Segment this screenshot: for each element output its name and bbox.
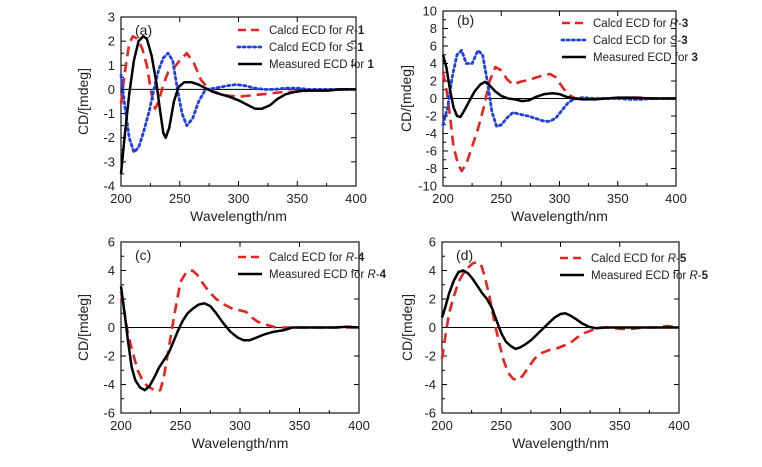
series-line-3 — [119, 35, 356, 175]
y-tick-label: -4 — [103, 179, 115, 194]
legend-entry: Measured ECD for R-5 — [591, 270, 709, 282]
x-tick-label: 250 — [490, 191, 512, 206]
x-tick-label: 200 — [110, 191, 132, 206]
legend: Calcd ECD for R-5 Measured ECD for R-5 — [560, 253, 709, 282]
y-tick-label: 2 — [429, 292, 436, 307]
legend-entry: Calcd ECD for R-5 — [591, 253, 687, 265]
x-tick-label: 250 — [169, 191, 191, 206]
y-tick-label: 0 — [430, 91, 437, 106]
legend-entry: Calcd ECD for S-1 — [269, 42, 364, 54]
panel-c: 200 250 300 350 400 -6 -4 -2 0 2 4 6 (c) Wavelength/n… — [75, 235, 387, 452]
y-tick-label: -2 — [103, 349, 115, 364]
y-tick-label: -6 — [424, 406, 436, 421]
x-tick-label: 300 — [228, 191, 250, 206]
series-line-3 — [441, 54, 676, 119]
x-tick-label: 250 — [170, 418, 192, 433]
y-tick-label: 2 — [108, 34, 115, 49]
y-tick-label: 6 — [430, 39, 437, 54]
y-tick-label: 6 — [108, 235, 115, 250]
series-line-1 — [441, 65, 676, 173]
panel-b: 200 250 300 350 400 -10 -8 -6 -4 -2 0 2 4 6 8 10 (b) Wave… — [398, 4, 698, 225]
y-tick-label: -2 — [425, 109, 437, 124]
y-tick-label: 0 — [108, 82, 115, 97]
y-tick-label: 2 — [430, 74, 437, 89]
legend: Calcd ECD for R-1 Calcd ECD for S-1 Measur… — [236, 25, 374, 71]
panel-label: (c) — [135, 247, 151, 263]
y-tick-label: -4 — [103, 377, 115, 392]
y-tick-label: 4 — [430, 56, 437, 71]
y-tick-label: 0 — [429, 320, 436, 335]
y-tick-label: -1 — [103, 106, 115, 121]
y-tick-label: 6 — [429, 235, 436, 250]
legend-entry: Measured ECD for 1 — [269, 59, 374, 71]
x-tick-label: 350 — [609, 418, 631, 433]
panel-label: (d) — [456, 247, 473, 263]
x-tick-label: 400 — [668, 418, 690, 433]
legend-entry: Calcd ECD for R-3 — [593, 18, 688, 30]
y-tick-label: -8 — [425, 161, 437, 176]
y-tick-label: 0 — [108, 320, 115, 335]
y-tick-label: -4 — [424, 377, 436, 392]
series-line-2 — [119, 51, 358, 154]
panel-label: (a) — [135, 22, 152, 38]
y-tick-label: -10 — [418, 179, 437, 194]
y-tick-label: 10 — [423, 4, 437, 19]
panel-a: 200 250 300 350 400 -4 -3 -2 -1 0 1 2 3 (a) Wavelength… — [75, 10, 374, 225]
y-tick-label: 1 — [108, 58, 115, 73]
x-tick-label: 350 — [286, 191, 308, 206]
y-axis-label: CD/[mdeg] — [399, 294, 415, 361]
panel-d: 200 250 300 350 400 -6 -4 -2 0 2 4 6 (d) Wavelength/n… — [399, 235, 709, 452]
series-line-2 — [119, 286, 360, 392]
x-axis-label: Wavelength/nm — [190, 208, 287, 224]
x-tick-label: 350 — [289, 418, 311, 433]
legend-entry: Measured ECD for 3 — [593, 52, 698, 64]
x-tick-label: 400 — [348, 418, 370, 433]
legend-entry: Calcd ECD for S-3 — [593, 35, 688, 47]
y-axis-label: CD/[mdeg] — [75, 294, 91, 361]
x-tick-label: 250 — [490, 418, 512, 433]
y-tick-label: 3 — [108, 10, 115, 25]
legend: Calcd ECD for R-3 Calcd ECD for S-3 Measur… — [560, 18, 698, 64]
y-tick-label: 2 — [108, 292, 115, 307]
x-tick-label: 200 — [432, 191, 454, 206]
x-axis-label: Wavelength/nm — [511, 208, 608, 224]
y-tick-label: -2 — [103, 130, 115, 145]
x-tick-label: 400 — [345, 191, 367, 206]
series-line-1 — [440, 260, 680, 382]
y-axis-label: CD/[mdeg] — [75, 68, 91, 135]
x-tick-label: 400 — [665, 191, 687, 206]
y-tick-label: 4 — [108, 263, 115, 278]
x-tick-label: 300 — [550, 418, 572, 433]
y-tick-label: -4 — [425, 126, 437, 141]
x-tick-label: 350 — [607, 191, 629, 206]
y-tick-label: 4 — [429, 263, 436, 278]
y-tick-label: -6 — [103, 406, 115, 421]
y-tick-label: -6 — [425, 144, 437, 159]
panel-label: (b) — [457, 12, 474, 28]
x-tick-label: 300 — [549, 191, 571, 206]
y-tick-label: -2 — [424, 349, 436, 364]
y-tick-label: 8 — [430, 21, 437, 36]
x-tick-label: 200 — [110, 418, 132, 433]
y-axis-label: CD/[mdeg] — [398, 65, 414, 132]
legend-entry: Calcd ECD for R-4 — [269, 252, 365, 264]
x-tick-label: 300 — [229, 418, 251, 433]
x-tick-label: 200 — [431, 418, 453, 433]
legend-entry: Calcd ECD for R-1 — [269, 25, 365, 37]
x-axis-label: Wavelength/nm — [192, 435, 289, 451]
legend: Calcd ECD for R-4 Measured ECD for R-4 — [238, 252, 387, 281]
x-axis-label: Wavelength/nm — [512, 435, 609, 451]
legend-entry: Measured ECD for R-4 — [269, 269, 387, 281]
series-line-2 — [440, 269, 679, 351]
y-tick-label: -3 — [103, 154, 115, 169]
